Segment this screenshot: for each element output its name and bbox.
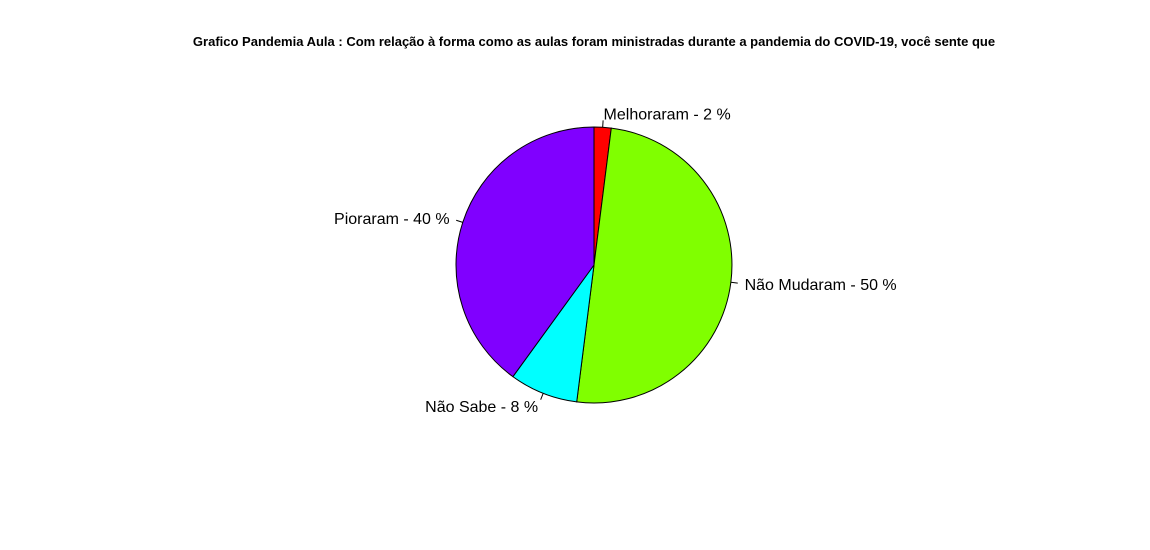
- slice-label-pioraram: Pioraram - 40 %: [334, 211, 450, 228]
- slice-label-nao-mudaram: Não Mudaram - 50 %: [745, 277, 897, 294]
- leader-line-pioraram: [456, 219, 463, 223]
- leader-line-nao-sabe: [540, 393, 544, 400]
- leader-line-nao-mudaram: [730, 281, 738, 284]
- leader-lines: [456, 120, 738, 400]
- slice-labels: Melhoraram - 2 % Não Mudaram - 50 % Não Sa…: [334, 106, 897, 416]
- slice-label-melhoraram: Melhoraram - 2 %: [604, 106, 731, 123]
- chart-title: Grafico Pandemia Aula : Com relação à fo…: [193, 34, 995, 49]
- slice-label-nao-sabe: Não Sabe - 8 %: [425, 399, 538, 416]
- pie-slice-pioraram: [455, 126, 595, 378]
- pie-slice-nao-mudaram: [576, 127, 733, 404]
- pie-slices: [455, 126, 733, 404]
